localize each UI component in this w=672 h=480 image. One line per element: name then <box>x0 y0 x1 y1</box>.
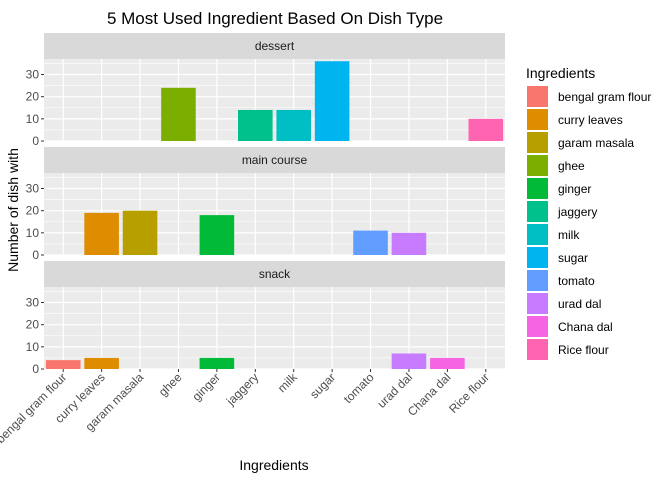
legend-item-bengal-gram-flour: bengal gram flour <box>527 86 651 107</box>
bar-main-course-curry-leaves <box>84 212 119 255</box>
legend-label: ghee <box>558 159 585 173</box>
y-tick-label: 30 <box>26 182 40 196</box>
y-tick-label: 20 <box>26 318 40 332</box>
facet-label: dessert <box>255 39 295 53</box>
legend-swatch <box>527 316 548 337</box>
bar-dessert-milk <box>276 109 311 141</box>
bar-snack-curry-leaves <box>84 357 119 369</box>
x-tick-label: Rice flour <box>446 370 492 416</box>
y-tick-label: 10 <box>26 340 40 354</box>
facet-panels: dessert 0 10 20 30 main course 0 10 20 30 snack 0 10… <box>26 33 505 376</box>
legend-swatch <box>527 270 548 291</box>
legend-label: urad dal <box>558 297 601 311</box>
facet-strip <box>44 33 505 59</box>
chart-title: 5 Most Used Ingredient Based On Dish Typ… <box>107 9 443 28</box>
bar-main-course-ginger <box>199 215 235 255</box>
legend-item-curry-leaves: curry leaves <box>527 109 623 130</box>
panel-dessert: dessert 0 10 20 30 <box>26 33 505 148</box>
legend-item-milk: milk <box>527 224 580 245</box>
y-tick-label: 20 <box>26 204 40 218</box>
bar-dessert-ghee <box>161 87 196 141</box>
legend-swatch <box>527 201 548 222</box>
legend-label: tomato <box>558 274 595 288</box>
y-tick-label: 10 <box>26 226 40 240</box>
legend-swatch <box>527 247 548 268</box>
panel-main-course: main course 0 10 20 30 <box>26 147 505 262</box>
bar-snack-chana-dal <box>430 357 465 369</box>
legend-swatch <box>527 155 548 176</box>
legend-title: Ingredients <box>526 65 595 81</box>
y-tick-label: 20 <box>26 90 40 104</box>
y-tick-label: 0 <box>32 362 39 376</box>
x-tick-label: ghee <box>156 370 185 399</box>
y-tick-label: 10 <box>26 112 40 126</box>
bar-snack-bengal-gram-flour <box>45 360 81 369</box>
legend-item-chana-dal: Chana dal <box>527 316 613 337</box>
x-tick-label: tomato <box>341 370 377 406</box>
legend-label: Chana dal <box>558 320 613 334</box>
legend-item-tomato: tomato <box>527 270 595 291</box>
legend-swatch <box>527 86 548 107</box>
legend-swatch <box>527 132 548 153</box>
bar-main-course-tomato <box>353 230 388 255</box>
bar-dessert-rice-flour <box>468 118 504 141</box>
facet-strip <box>44 147 505 173</box>
facet-label: snack <box>259 267 291 281</box>
y-tick-label: 30 <box>26 68 40 82</box>
bar-snack-ginger <box>199 357 235 369</box>
panel-background <box>44 173 505 255</box>
y-axis-label: Number of dish with <box>5 148 21 272</box>
legend-label: milk <box>558 228 580 242</box>
x-tick-label: ginger <box>190 370 223 403</box>
legend-swatch <box>527 178 548 199</box>
legend-label: jaggery <box>557 205 597 219</box>
legend-item-ghee: ghee <box>527 155 585 176</box>
bar-main-course-urad-dal <box>391 232 427 255</box>
legend-item-urad-dal: urad dal <box>527 293 601 314</box>
legend-item-garam-masala: garam masala <box>527 132 634 153</box>
legend: bengal gram flour curry leaves garam masal… <box>527 86 651 360</box>
legend-item-ginger: ginger <box>527 178 591 199</box>
legend-item-jaggery: jaggery <box>527 201 597 222</box>
facet-label: main course <box>242 153 308 167</box>
y-tick-label: 0 <box>32 248 39 262</box>
legend-label: bengal gram flour <box>558 90 651 104</box>
legend-swatch <box>527 224 548 245</box>
bar-main-course-garam-masala <box>122 210 158 255</box>
bar-snack-urad-dal <box>391 353 427 369</box>
facet-strip <box>44 261 505 287</box>
legend-label: ginger <box>558 182 591 196</box>
legend-label: Rice flour <box>558 343 609 357</box>
bar-dessert-sugar <box>314 61 350 141</box>
y-tick-label: 0 <box>32 134 39 148</box>
legend-item-rice-flour: Rice flour <box>527 339 609 360</box>
panel-background <box>44 287 505 369</box>
legend-swatch <box>527 339 548 360</box>
legend-label: curry leaves <box>558 113 623 127</box>
x-axis-label: Ingredients <box>239 457 308 473</box>
legend-label: garam masala <box>558 136 634 150</box>
legend-label: sugar <box>558 251 588 265</box>
y-tick-label: 30 <box>26 296 40 310</box>
panel-snack: snack 0 10 20 30 <box>26 261 505 376</box>
x-tick-label: sugar <box>307 370 338 401</box>
legend-swatch <box>527 109 548 130</box>
x-tick-label: milk <box>275 370 301 396</box>
bar-dessert-jaggery <box>238 109 273 141</box>
x-tick-label: jaggery <box>223 370 261 408</box>
panel-background <box>44 59 505 141</box>
legend-swatch <box>527 293 548 314</box>
legend-item-sugar: sugar <box>527 247 588 268</box>
